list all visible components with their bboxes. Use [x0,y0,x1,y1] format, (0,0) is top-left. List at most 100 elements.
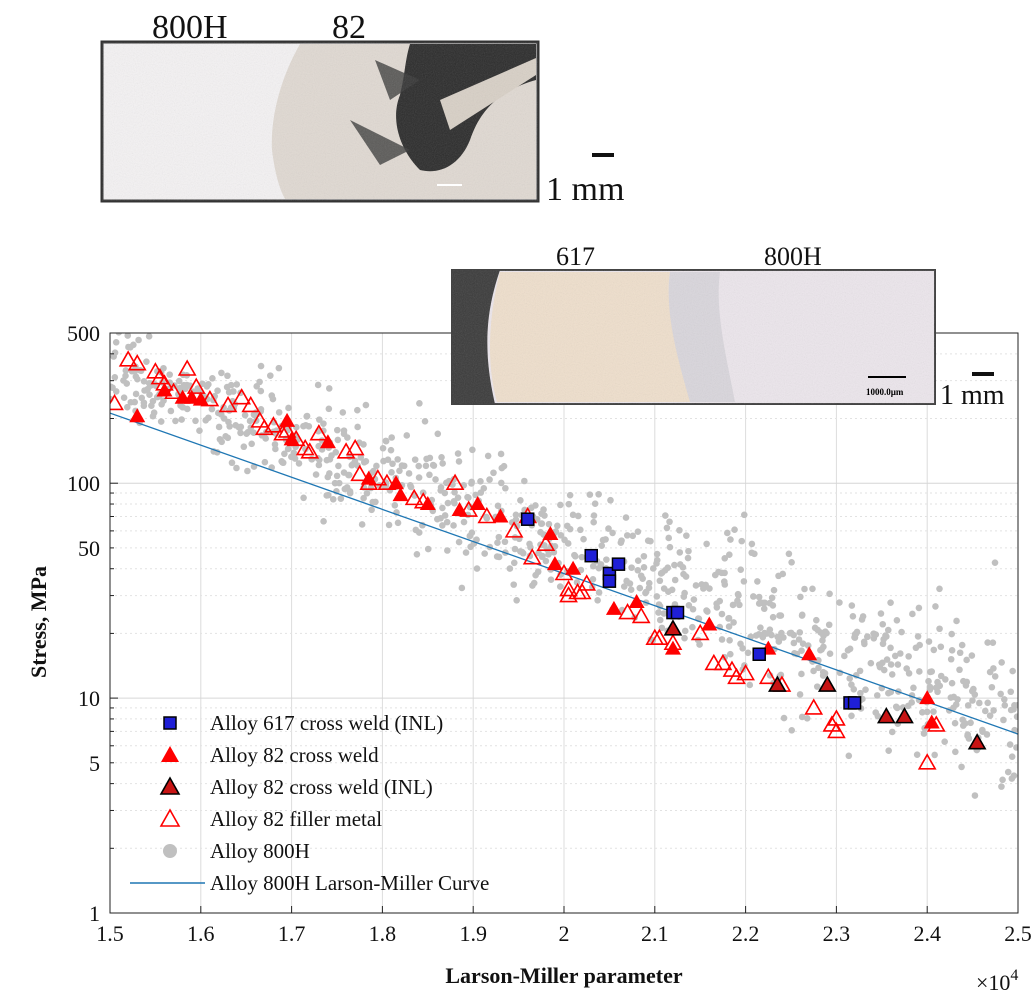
point-alloy-800h [798,612,806,619]
point-alloy-800h [862,686,869,693]
point-alloy-800h [711,571,719,579]
point-alloy-800h [416,400,423,407]
point-alloy-800h [349,460,357,468]
point-alloy-800h [547,576,555,583]
point-alloy-800h [537,528,544,536]
legend-label: Alloy 82 filler metal [210,807,382,831]
point-alloy-82-filler-metal [827,721,846,739]
point-alloy-800h [925,638,933,645]
inset-1-label-right: 82 [332,9,366,46]
point-alloy-800h [295,460,303,467]
point-alloy-800h [138,394,146,402]
point-alloy-82-filler-metal [559,579,578,597]
point-alloy-82-filler-metal [572,582,592,600]
point-alloy-800h [936,625,943,633]
point-alloy-800h [362,401,370,409]
point-alloy-800h [971,691,979,698]
point-alloy-800h [363,489,371,497]
point-alloy-800h [243,430,250,437]
point-alloy-800h [320,427,327,434]
point-alloy-800h [937,672,945,680]
y-tick-label: 10 [78,686,100,711]
point-alloy-800h [644,537,652,544]
point-alloy-82-filler-metal [110,393,124,411]
point-alloy-800h [629,532,637,540]
point-alloy-800h [521,477,528,485]
legend: Alloy 617 cross weld (INL) Alloy 82 cross… [130,711,489,895]
x-tick-label: 2.4 [913,921,941,946]
point-alloy-800h [566,491,574,499]
point-alloy-800h [506,565,514,572]
point-alloy-82-cross-weld [319,434,336,449]
x-tick-label: 1.8 [369,921,397,946]
point-alloy-800h [405,470,413,477]
point-alloy-800h [578,553,586,561]
point-alloy-800h [339,409,347,416]
point-alloy-800h [969,697,976,704]
point-alloy-82-cross-weld [183,389,200,404]
point-alloy-800h [324,491,332,499]
point-alloy-800h [237,429,244,437]
inset-1-label-left: 800H [152,9,228,46]
point-alloy-800h [851,634,858,641]
point-alloy-800h [115,333,123,336]
point-alloy-800h [887,688,895,696]
legend-marker [159,808,181,827]
point-alloy-82-cross-weld [129,408,146,423]
point-alloy-800h [367,484,375,492]
point-alloy-800h [150,409,158,417]
point-alloy-800h [690,596,698,603]
point-alloy-800h [329,495,337,503]
point-alloy-800h [803,715,811,722]
point-alloy-800h [300,422,307,430]
legend-label: Alloy 82 cross weld (INL) [210,775,433,799]
point-alloy-800h [502,484,509,492]
point-alloy-82-filler-metal [404,488,424,506]
point-alloy-800h [340,469,348,476]
point-alloy-800h [438,454,445,461]
point-alloy-800h [790,639,798,647]
point-alloy-800h [112,338,120,346]
point-alloy-800h [1004,768,1012,776]
point-alloy-800h [178,416,185,423]
point-alloy-800h [757,624,764,631]
point-alloy-800h [143,358,150,365]
point-alloy-800h [495,533,503,541]
point-alloy-800h [976,699,983,707]
point-alloy-800h [845,752,853,760]
point-alloy-800h [261,458,269,466]
point-alloy-800h [415,529,423,536]
point-alloy-800h [879,620,887,628]
point-alloy-800h [396,467,403,475]
point-alloy-82-cross-weld [542,526,559,541]
point-alloy-82-filler-metal [277,421,297,438]
point-alloy-800h [477,477,484,485]
point-alloy-800h [798,647,805,655]
x-tick-label: 2.3 [823,921,851,946]
point-alloy-800h [964,702,972,709]
point-alloy-800h [337,495,345,502]
point-alloy-800h [598,542,606,549]
point-alloy-800h [180,381,188,389]
point-alloy-800h [798,713,806,721]
point-alloy-800h [124,403,131,411]
point-alloy-800h [898,628,905,636]
point-alloy-800h [740,578,748,585]
point-alloy-800h [209,375,216,382]
point-alloy-82-cross-weld [419,496,436,511]
point-alloy-800h [542,557,550,565]
point-alloy-800h [557,531,565,539]
point-alloy-800h [642,589,649,597]
point-alloy-800h [737,640,744,648]
point-alloy-800h [334,426,341,434]
point-alloy-800h [662,512,669,519]
point-alloy-82-filler-metal [727,667,746,685]
point-alloy-800h [858,616,866,623]
point-alloy-800h [281,450,288,458]
point-alloy-800h [110,384,116,391]
point-alloy-800h [157,418,165,425]
point-alloy-800h [111,374,119,381]
point-alloy-800h [660,610,668,617]
point-alloy-800h [439,504,446,512]
point-alloy-800h [325,385,333,392]
